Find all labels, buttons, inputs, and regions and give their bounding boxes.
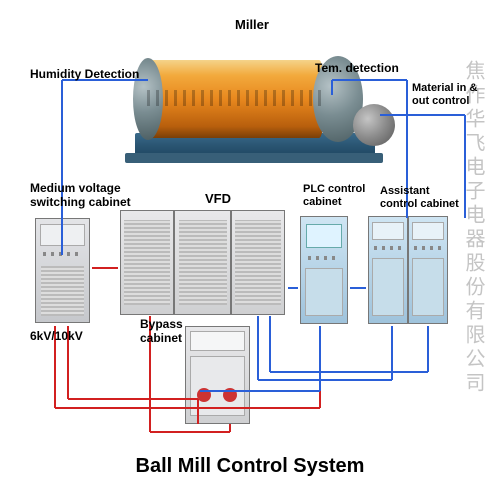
- label-assist: Assistant control cabinet: [380, 185, 459, 210]
- watermark-text: 焦作华飞电子电器股份有限公司: [459, 60, 488, 396]
- label-humidity: Humidity Detection: [30, 68, 139, 82]
- bypass-cabinet: [185, 326, 250, 424]
- diagram-title: Ball Mill Control System: [0, 455, 500, 478]
- plc-control-cabinet: [300, 216, 348, 324]
- label-vfd: VFD: [205, 192, 231, 207]
- label-mv: Medium voltage switching cabinet: [30, 182, 131, 210]
- label-plc: PLC control cabinet: [303, 183, 365, 208]
- label-bypass: Bypass cabinet: [140, 318, 183, 346]
- label-miller: Miller: [235, 18, 269, 33]
- label-temp: Tem. detection: [315, 62, 399, 76]
- vfd-cabinet: [120, 210, 285, 315]
- diagram-canvas: 焦作华飞电子电器股份有限公司: [0, 0, 500, 500]
- label-material: Material in & out control: [412, 82, 477, 107]
- assistant-control-cabinet: [368, 216, 448, 324]
- miller-equipment: [125, 38, 385, 163]
- label-kv: 6kV/10kV: [30, 330, 83, 344]
- mv-switching-cabinet: [35, 218, 90, 323]
